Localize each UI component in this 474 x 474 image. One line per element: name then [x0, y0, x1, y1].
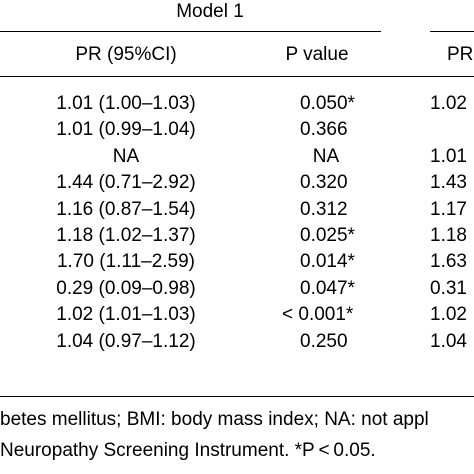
- header-rule: [0, 76, 474, 77]
- cell-p-value: NA: [312, 146, 340, 167]
- cell-pr-next: 1.04: [430, 331, 467, 352]
- footnote-line-2: Neuropathy Screening Instrument. *P < 0.…: [0, 440, 376, 461]
- cell-pr-ci: 1.02 (1.01–1.03): [56, 304, 196, 325]
- cell-p-value: < 0.001*: [282, 304, 354, 325]
- cell-pr-ci: 1.70 (1.11–2.59): [56, 251, 196, 272]
- col-header-p-value: P value: [285, 44, 349, 65]
- cell-pr-ci: 0.29 (0.09–0.98): [56, 278, 196, 299]
- cell-p-value: 0.366: [300, 119, 348, 140]
- col-header-pr-next: PR: [447, 44, 474, 65]
- cell-pr-ci: 1.16 (0.87–1.54): [56, 199, 196, 220]
- model1-underline: [0, 31, 381, 32]
- cell-p-value: 0.047*: [300, 278, 355, 299]
- cell-pr-next: 1.43: [430, 172, 467, 193]
- cell-pr-next: 0.31: [430, 278, 467, 299]
- cell-p-value: 0.025*: [300, 225, 355, 246]
- cell-p-value: 0.050*: [300, 93, 355, 114]
- col-header-pr: PR (95%CI): [75, 44, 177, 65]
- cell-pr-ci: 1.04 (0.97–1.12): [56, 331, 196, 352]
- model2-underline: [430, 31, 474, 32]
- cell-pr-ci: 1.01 (1.00–1.03): [56, 93, 196, 114]
- cell-pr-ci: NA: [112, 146, 140, 167]
- cell-pr-next: 1.02: [430, 93, 467, 114]
- cell-p-value: 0.014*: [300, 251, 355, 272]
- cell-p-value: 0.312: [300, 199, 348, 220]
- cell-pr-next: 1.01: [430, 146, 467, 167]
- cell-p-value: 0.250: [300, 331, 348, 352]
- cell-pr-next: 1.63: [430, 251, 467, 272]
- cell-pr-ci: 1.18 (1.02–1.37): [56, 225, 196, 246]
- bottom-rule: [0, 396, 474, 397]
- cell-pr-next: 1.02: [430, 304, 467, 325]
- cell-pr-next: 1.18: [430, 225, 467, 246]
- cell-pr-ci: 1.01 (0.99–1.04): [56, 119, 196, 140]
- cell-pr-next: 1.17: [430, 199, 467, 220]
- cell-p-value: 0.320: [300, 172, 348, 193]
- cell-pr-ci: 1.44 (0.71–2.92): [56, 172, 196, 193]
- footnote-line-1: betes mellitus; BMI: body mass index; NA…: [0, 409, 429, 430]
- model1-header: Model 1: [176, 1, 244, 22]
